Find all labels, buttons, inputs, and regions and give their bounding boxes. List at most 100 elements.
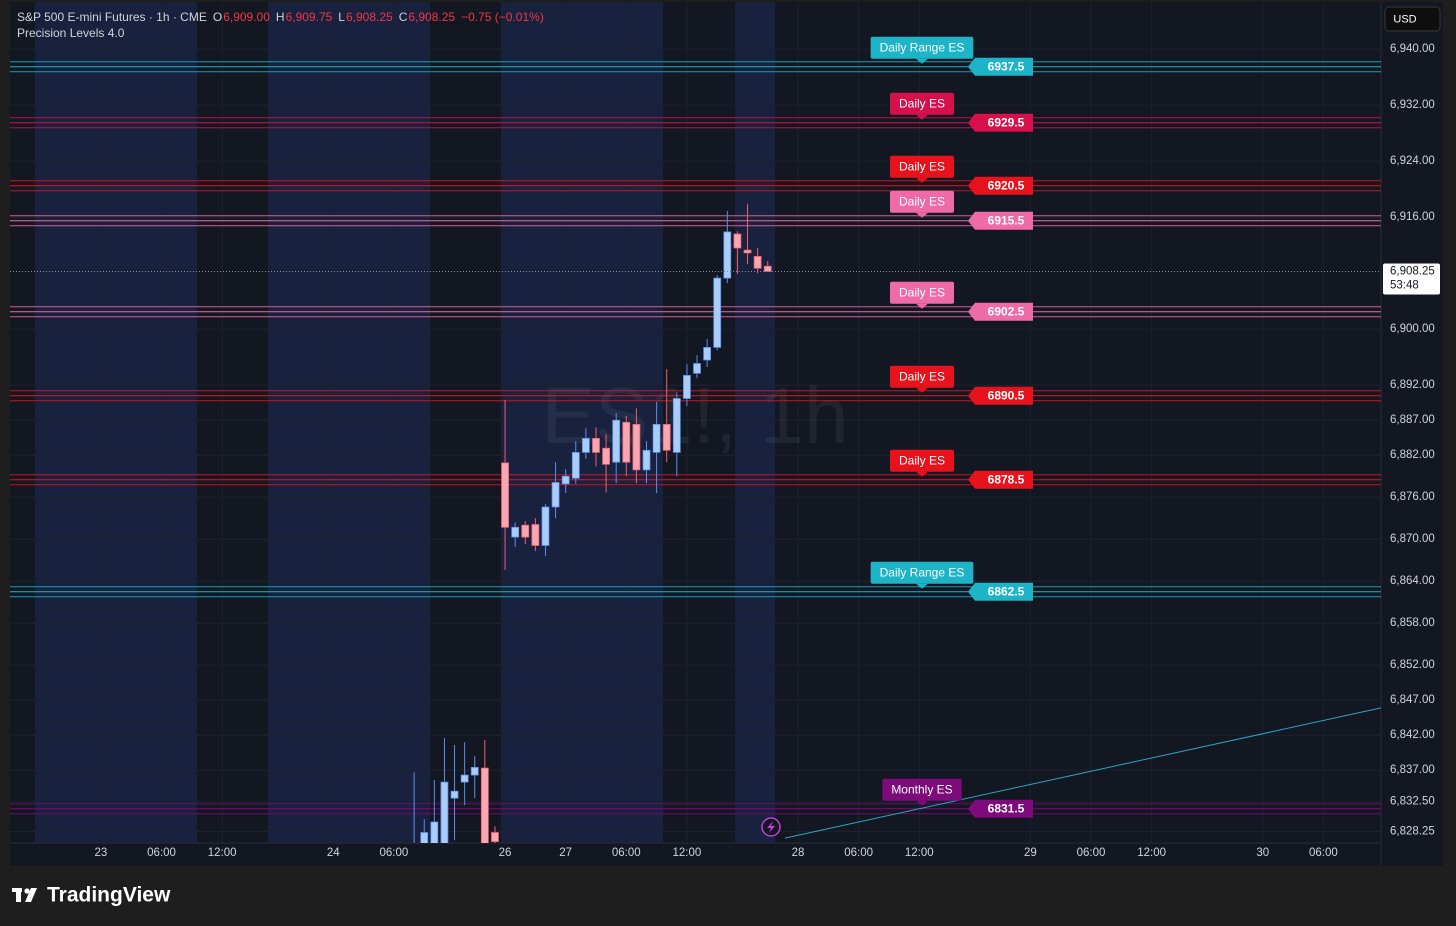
level-value-box <box>968 799 1033 818</box>
x-tick-label: 06:00 <box>612 847 641 859</box>
candle-body <box>662 423 671 451</box>
level-tag-box <box>889 449 955 472</box>
y-tick-label: 6,832.50 <box>1390 796 1435 808</box>
level-tag: Daily ES <box>899 285 945 299</box>
level-tag-box <box>889 365 955 388</box>
candle-body <box>642 449 651 471</box>
candle-body <box>683 374 691 399</box>
level-value-box <box>968 176 1033 195</box>
candle-body <box>531 524 540 546</box>
level-tag-pointer <box>916 471 928 477</box>
ohlc-value: 6,908.25 <box>345 10 393 24</box>
x-tick-label: 12:00 <box>1137 847 1166 859</box>
level-tag-pointer <box>916 387 928 393</box>
last-price-box <box>1383 263 1440 295</box>
level-value-box <box>968 57 1033 76</box>
brand: TradingView <box>47 884 171 907</box>
candle-body <box>612 419 621 463</box>
y-tick-label: 6,882.00 <box>1390 449 1435 461</box>
symbol-title: S&P 500 E-mini Futures · 1h · CME <box>17 10 207 24</box>
ohlc-value: 6,909.00 <box>223 10 270 24</box>
legend-header: S&P 500 E-mini Futures · 1h · CME O6,909.… <box>17 9 550 41</box>
level-value: 6831.5 <box>988 801 1025 815</box>
level-value-box <box>968 113 1033 132</box>
level-tag-box <box>870 561 974 584</box>
x-tick-label: 28 <box>792 847 805 859</box>
x-tick-label: 06:00 <box>844 847 873 859</box>
grid <box>10 2 1381 843</box>
level-tag-pointer <box>916 114 928 120</box>
candle-body <box>430 821 439 843</box>
x-tick-label: 27 <box>559 847 572 859</box>
candle-body <box>592 437 600 453</box>
level-value-box <box>968 386 1033 405</box>
y-tick-label: 6,924.00 <box>1390 155 1435 167</box>
level-value: 6878.5 <box>988 472 1025 486</box>
level-tag: Monthly ES <box>891 782 952 796</box>
y-tick-label: 6,892.00 <box>1390 379 1435 391</box>
ohlc-key: L <box>338 10 345 24</box>
indicator-name: Precision Levels 4.0 <box>17 26 125 40</box>
level-value: 6929.5 <box>988 115 1025 129</box>
ohlc-value: 6,909.75 <box>285 10 333 24</box>
level-tag: Daily Range ES <box>880 40 965 54</box>
level-tag-box <box>889 190 955 213</box>
level-tag: Daily ES <box>899 159 945 173</box>
candle-body <box>622 421 631 463</box>
y-tick-label: 6,916.00 <box>1390 211 1435 223</box>
change: −0.75 (−0.01%) <box>461 10 544 24</box>
candle-body <box>652 423 661 453</box>
level-tag: Daily ES <box>899 96 945 110</box>
level-tag-pointer <box>916 212 928 218</box>
x-tick-label: 12:00 <box>208 847 237 859</box>
level-value: 6937.5 <box>988 59 1025 73</box>
level-tag-pointer <box>916 800 928 806</box>
x-tick-label: 06:00 <box>380 847 409 859</box>
level-tag-box <box>882 778 962 801</box>
last-price-label: 6,908.25 <box>1390 265 1435 277</box>
candle-body <box>703 346 712 361</box>
level-value: 6902.5 <box>988 304 1025 318</box>
y-tick-label: 6,887.00 <box>1390 414 1435 426</box>
ohlc-key: O <box>212 10 223 24</box>
candle-body <box>511 526 520 538</box>
level-tag-box <box>889 155 955 178</box>
candle-body <box>440 781 449 843</box>
countdown: 53:48 <box>1390 279 1419 291</box>
candle-body <box>581 437 590 453</box>
level-value: 6890.5 <box>988 388 1025 402</box>
level-value-box <box>968 582 1033 601</box>
y-tick-label: 6,852.00 <box>1390 659 1435 671</box>
currency[interactable]: USD <box>1393 13 1416 25</box>
candle-body <box>561 475 570 485</box>
y-tick-label: 6,900.00 <box>1390 323 1435 335</box>
candle-body <box>743 249 752 254</box>
y-tick-label: 6,858.00 <box>1390 617 1435 629</box>
candle-body <box>420 832 429 843</box>
level-tag-pointer <box>916 58 928 64</box>
level-value-box <box>968 211 1033 230</box>
currency-button[interactable] <box>1384 6 1441 32</box>
level-tag-box <box>889 281 955 304</box>
overlay: 6937.5 Daily Range ES 6929.5 Daily ES 6920.5… <box>870 36 1033 818</box>
candle-body <box>693 363 701 374</box>
level-tag: Daily ES <box>899 369 945 383</box>
candle-body <box>470 767 479 776</box>
x-tick-label: 30 <box>1256 847 1269 859</box>
plot <box>10 61 1381 843</box>
level-tag: Daily Range ES <box>880 565 965 579</box>
x-tick-label: 23 <box>95 847 108 859</box>
level-tag-pointer <box>916 177 928 183</box>
level-value: 6862.5 <box>988 584 1025 598</box>
candle-body <box>672 398 681 453</box>
x-tick-label: 06:00 <box>147 847 176 859</box>
candle-body <box>491 832 499 843</box>
y-tick-label: 6,828.25 <box>1390 825 1435 837</box>
candle-body <box>551 482 560 508</box>
candle-body <box>501 462 509 528</box>
lightning-icon <box>761 817 781 837</box>
candle-body <box>723 231 732 279</box>
candle-body <box>733 233 742 249</box>
level-tag: Daily ES <box>899 194 945 208</box>
